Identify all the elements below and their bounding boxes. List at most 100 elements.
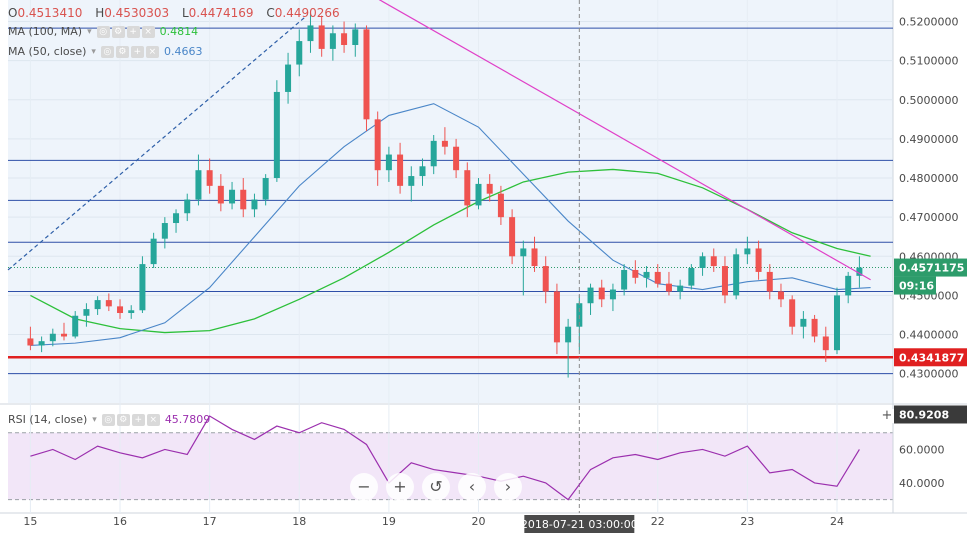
ma100-label: MA (100, MA) [8, 25, 83, 38]
candle-body [173, 213, 180, 224]
support-price-badge: 0.4341877 [899, 351, 964, 364]
ma100-legend[interactable]: MA (100, MA) ▾ ◎ ⚙ + × 0.4814 [8, 25, 198, 38]
rsi-value-badge: 80.9208 [899, 408, 949, 421]
price-tick-label: 0.4300000 [899, 368, 959, 381]
candle-body [777, 291, 784, 300]
close-value: 0.4490266 [274, 6, 340, 20]
candle-body [217, 185, 224, 204]
candle-body [665, 283, 672, 292]
close-icon[interactable]: × [145, 45, 159, 58]
price-tick-label: 0.5200000 [899, 16, 959, 29]
candle-body [72, 315, 79, 337]
reset-icon[interactable]: ↺ [422, 473, 450, 501]
candle-body [699, 256, 706, 269]
scroll-right-button[interactable]: › [494, 473, 522, 501]
time-tick-label: 17 [203, 515, 217, 528]
candle-body [61, 333, 68, 337]
candle-body [721, 266, 728, 296]
price-tick-label: 0.4800000 [899, 172, 959, 185]
candle-body [117, 306, 124, 314]
time-tick-label: 20 [472, 515, 486, 528]
add-icon[interactable]: + [880, 408, 894, 423]
add-icon[interactable]: + [126, 25, 140, 38]
price-pane [8, 0, 893, 403]
candle-body [553, 291, 560, 343]
candle-body [621, 269, 628, 290]
ohlc-readout: O0.4513410 H0.4530303 L0.4474169 C0.4490… [8, 6, 349, 20]
time-tick-label: 23 [740, 515, 754, 528]
crosshair-time-bg [524, 515, 635, 533]
candle-body [83, 309, 90, 316]
countdown-badge-bg [894, 276, 936, 295]
chevron-down-icon[interactable]: ▾ [92, 414, 97, 425]
add-icon[interactable]: + [131, 413, 145, 426]
open-label: O [8, 6, 18, 20]
chart-nav-controls: − + ↺ ‹ › [350, 473, 522, 501]
eye-icon[interactable]: ◎ [100, 45, 114, 58]
chevron-down-icon[interactable]: ▾ [87, 26, 92, 37]
add-icon[interactable]: + [130, 45, 144, 58]
candle-body [49, 333, 56, 342]
candle-body [341, 33, 348, 45]
candle-body [822, 336, 829, 351]
close-icon[interactable]: × [146, 413, 160, 426]
rsi-value-badge-bg [894, 405, 967, 424]
candle-body [509, 217, 516, 257]
time-tick-label: 19 [382, 515, 396, 528]
candle-body [273, 91, 280, 179]
ma50-legend[interactable]: MA (50, close) ▾ ◎ ⚙ + × 0.4663 [8, 45, 202, 58]
ma50-line [30, 103, 871, 347]
settings-icon[interactable]: ⚙ [116, 413, 130, 426]
candle-body [262, 178, 269, 200]
settings-icon[interactable]: ⚙ [115, 45, 129, 58]
scroll-left-button[interactable]: ‹ [458, 473, 486, 501]
price-tick-label: 0.4900000 [899, 133, 959, 146]
time-tick-label: 18 [292, 515, 306, 528]
time-tick-label: 24 [830, 515, 844, 528]
candle-body [161, 223, 168, 239]
rsi-legend[interactable]: RSI (14, close) ▾ ◎ ⚙ + × 45.7809 [8, 413, 210, 426]
candle-body [632, 269, 639, 278]
time-tick-label: 22 [651, 515, 665, 528]
candle-body [397, 154, 404, 186]
candle-body [195, 170, 202, 200]
candle-body [139, 264, 146, 311]
close-label: C [266, 6, 275, 20]
chevron-down-icon[interactable]: ▾ [91, 46, 96, 57]
candle-body [453, 146, 460, 171]
dashed-trendline [7, 15, 308, 271]
candle-body [363, 29, 370, 120]
candle-body [542, 266, 549, 292]
candle-body [38, 341, 45, 346]
candle-body [285, 64, 292, 92]
close-icon[interactable]: × [141, 25, 155, 38]
candle-body [94, 300, 101, 310]
low-label: L [181, 6, 189, 20]
high-label: H [95, 6, 105, 20]
rsi-tick-label: 40.0000 [899, 477, 945, 490]
low-value: 0.4474169 [188, 6, 254, 20]
zoom-out-button[interactable]: − [350, 473, 378, 501]
candle-body [240, 189, 247, 210]
candle-body [609, 289, 616, 300]
candle-body [251, 199, 258, 210]
candle-body [475, 183, 482, 206]
candle-body [419, 166, 426, 177]
candle-body [598, 287, 605, 300]
rsi-value: 45.7809 [164, 413, 211, 426]
candle-body [643, 271, 650, 278]
candle-body [531, 248, 538, 267]
settings-icon[interactable]: ⚙ [111, 25, 125, 38]
candle-body [374, 119, 381, 171]
candle-body [845, 275, 852, 296]
candle-body [408, 176, 415, 186]
eye-icon[interactable]: ◎ [101, 413, 115, 426]
rsi-band [8, 432, 893, 500]
rsi-tick-label: 60.0000 [899, 443, 945, 456]
eye-icon[interactable]: ◎ [96, 25, 110, 38]
candle-body [565, 326, 572, 343]
current-price-badge-bg [894, 258, 967, 277]
zoom-in-button[interactable]: + [386, 473, 414, 501]
descending-trendline [378, 0, 871, 281]
